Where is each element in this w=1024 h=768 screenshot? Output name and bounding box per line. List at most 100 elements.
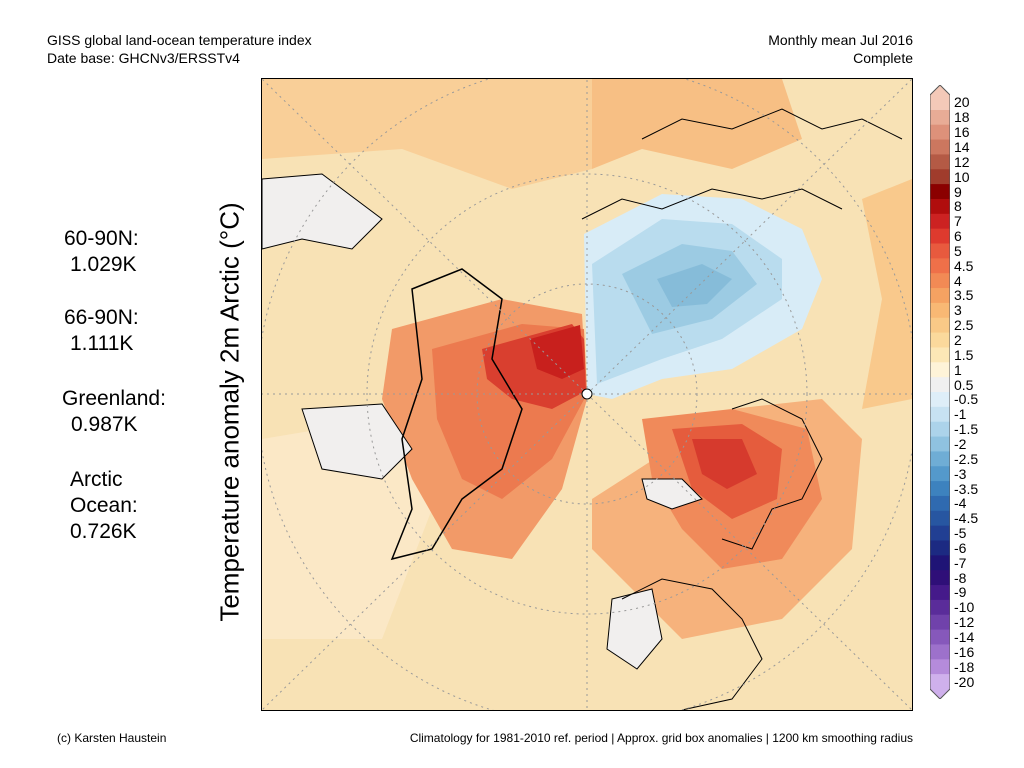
stat-value: 0.987K [71, 413, 138, 436]
colorbar-tick-label: -14 [954, 629, 975, 646]
colorbar-swatch [930, 85, 950, 110]
period-label: Monthly mean Jul 2016 [768, 32, 913, 48]
colorbar-tick-label: 10 [954, 168, 970, 185]
stat-value: 1.111K [70, 332, 134, 355]
colorbar-swatch [930, 599, 950, 616]
colorbar-tick-label: 6 [954, 228, 962, 245]
colorbar-swatch [930, 481, 950, 497]
header-right: Monthly mean Jul 2016 Complete [768, 31, 913, 67]
colorbar-tick-label: 7 [954, 213, 962, 230]
colorbar-tick-label: -9 [954, 584, 967, 601]
stat-value: 1.029K [70, 253, 137, 276]
colorbar-tick-label: -1.5 [954, 421, 979, 438]
colorbar-swatch [930, 555, 950, 571]
colorbar-swatch [930, 302, 950, 319]
colorbar [929, 84, 951, 700]
colorbar-tick-label: 18 [954, 109, 970, 126]
stat-value: 0.726K [70, 520, 137, 543]
colorbar-swatch [930, 109, 950, 126]
stat-region: 60-90N: [64, 227, 139, 250]
colorbar-swatch [930, 347, 950, 363]
colorbar-tick-label: 2.5 [954, 317, 974, 334]
colorbar-swatch [930, 154, 950, 170]
colorbar-tick-label: -12 [954, 614, 975, 631]
colorbar-tick-label: -4 [954, 495, 967, 512]
colorbar-swatch [930, 659, 950, 675]
data-base: Date base: GHCNv3/ERSSTv4 [47, 50, 240, 66]
colorbar-swatch [930, 451, 950, 467]
colorbar-tick-label: -18 [954, 658, 975, 675]
colorbar-swatch [930, 288, 950, 304]
colorbar-tick-label: 1.5 [954, 346, 974, 363]
colorbar-tick-label: 12 [954, 153, 970, 170]
stat-arctic-ocean: Arctic Ocean: 0.726K [70, 467, 160, 545]
colorbar-swatch [930, 585, 950, 601]
stat-greenland: Greenland: 0.987K [62, 386, 166, 438]
colorbar-swatch [930, 377, 950, 393]
colorbar-tick-label: -8 [954, 569, 967, 586]
colorbar-swatch [930, 258, 950, 274]
colorbar-swatch [930, 139, 950, 155]
colorbar-tick-label: 14 [954, 138, 970, 155]
colorbar-swatch [930, 495, 950, 512]
colorbar-swatch [930, 332, 950, 349]
colorbar-tick-label: 3.5 [954, 287, 974, 304]
colorbar-swatch [930, 198, 950, 215]
colorbar-swatch [930, 317, 950, 334]
colorbar-tick-label: -0.5 [954, 391, 979, 408]
colorbar-tick-label: 1 [954, 361, 962, 378]
colorbar-swatch [930, 674, 950, 699]
colorbar-swatch [930, 184, 950, 200]
colorbar-swatch [930, 466, 950, 482]
colorbar-tick-label: 9 [954, 183, 962, 200]
colorbar-swatch [930, 540, 950, 556]
colorbar-swatch [930, 213, 950, 230]
colorbar-swatch [930, 510, 950, 527]
stat-region: Arctic Ocean: [70, 468, 138, 517]
methodology-note: Climatology for 1981-2010 ref. period | … [409, 731, 913, 745]
colorbar-tick-label: -20 [954, 673, 975, 690]
colorbar-swatch [930, 169, 950, 185]
dataset-title: GISS global land-ocean temperature index [47, 32, 312, 48]
y-axis-label-text: Temperature anomaly 2m Arctic (°C) [214, 202, 245, 622]
colorbar-tick-label: 4 [954, 272, 962, 289]
colorbar-swatch [930, 644, 950, 660]
colorbar-swatch [930, 421, 950, 438]
arctic-anomaly-map [261, 78, 913, 711]
credit: (c) Karsten Haustein [57, 731, 167, 745]
colorbar-tick-label: 0.5 [954, 376, 974, 393]
colorbar-swatch [930, 406, 950, 423]
colorbar-swatch [930, 525, 950, 542]
completeness-label: Complete [853, 50, 913, 66]
colorbar-tick-label: -2 [954, 435, 967, 452]
colorbar-tick-label: 2 [954, 332, 962, 349]
colorbar-tick-label: -10 [954, 599, 975, 616]
colorbar-tick-label: -2.5 [954, 450, 979, 467]
colorbar-swatch [930, 436, 950, 452]
colorbar-swatch [930, 228, 950, 245]
colorbar-tick-label: -3 [954, 465, 967, 482]
colorbar-tick-label: -7 [954, 554, 967, 571]
stat-60-90n: 60-90N: 1.029K [64, 226, 139, 278]
colorbar-tick-label: -16 [954, 643, 975, 660]
stat-66-90n: 66-90N: 1.111K [64, 305, 139, 357]
stat-region: 66-90N: [64, 306, 139, 329]
colorbar-tick-label: 16 [954, 124, 970, 141]
colorbar-svg [929, 84, 951, 700]
colorbar-tick-label: 3 [954, 302, 962, 319]
colorbar-swatch [930, 243, 950, 259]
colorbar-tick-label: -6 [954, 539, 967, 556]
colorbar-swatch [930, 362, 950, 378]
colorbar-swatch [930, 570, 950, 586]
colorbar-swatch [930, 273, 950, 289]
colorbar-swatch [930, 614, 950, 631]
colorbar-tick-label: -1 [954, 406, 967, 423]
colorbar-tick-label: 4.5 [954, 257, 974, 274]
colorbar-tick-label: -4.5 [954, 510, 979, 527]
colorbar-tick-label: -5 [954, 525, 967, 542]
colorbar-tick-label: 8 [954, 198, 962, 215]
colorbar-tick-label: 20 [954, 94, 970, 111]
colorbar-swatch [930, 124, 950, 141]
colorbar-tick-label: 5 [954, 242, 962, 259]
header-left: GISS global land-ocean temperature index… [47, 31, 312, 67]
